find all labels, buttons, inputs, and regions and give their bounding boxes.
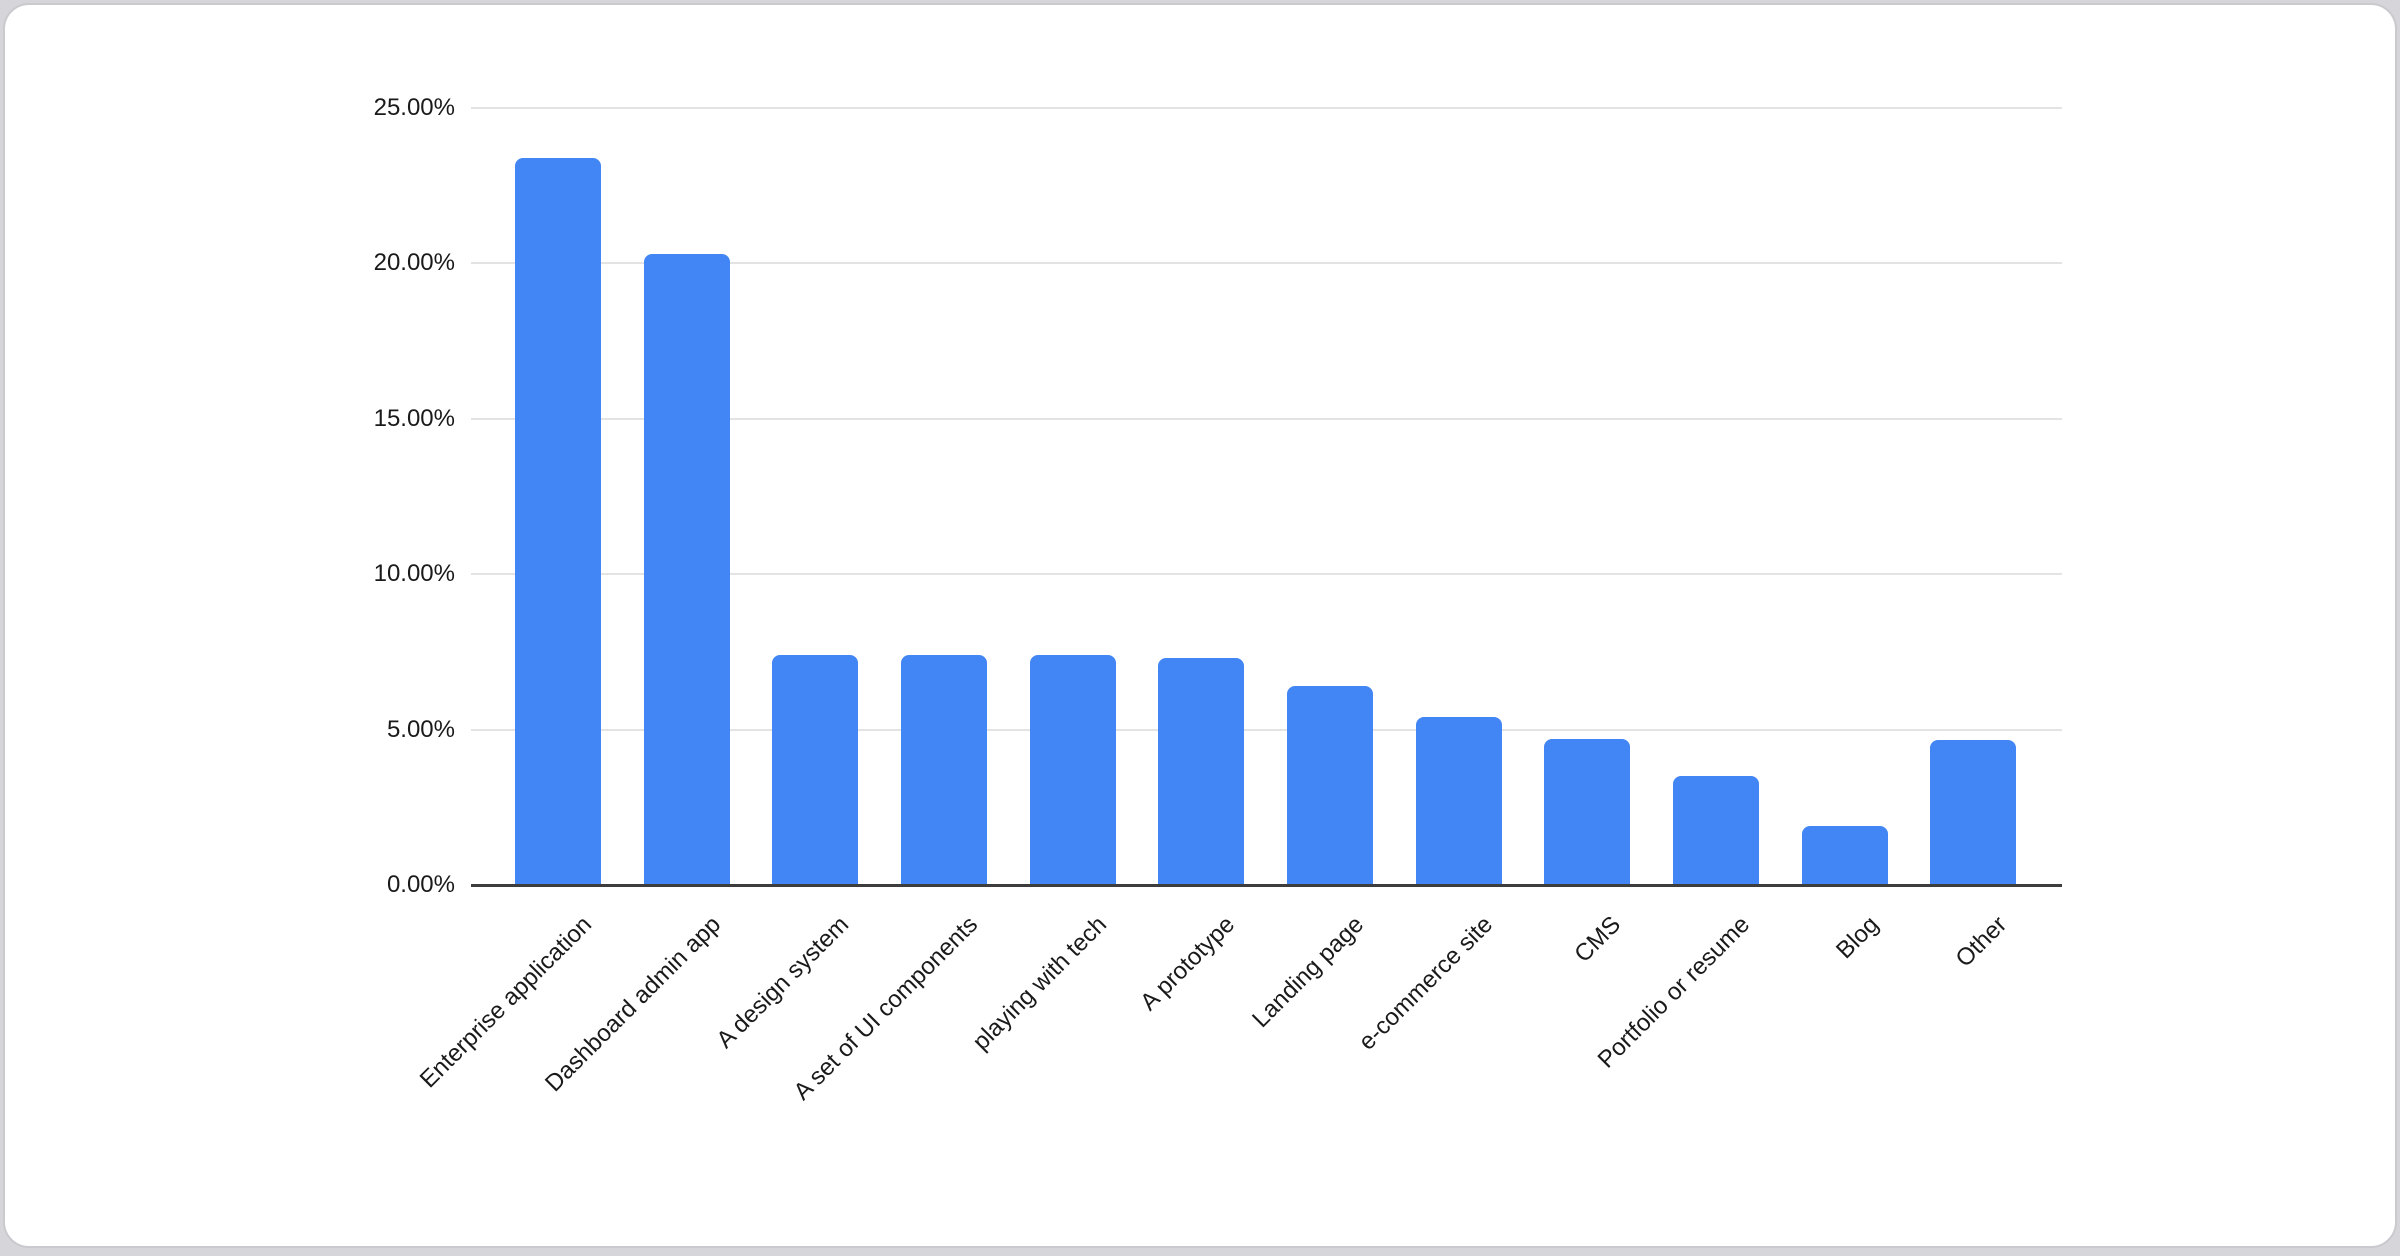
x-axis-category-label: Other xyxy=(1950,911,2013,973)
bar-a-set-of-ui-components xyxy=(901,655,987,885)
bar-chart: 0.00% 5.00% 10.00% 15.00% 20.00% 25.00% Enterp… xyxy=(5,5,2395,1246)
bar-a-prototype xyxy=(1158,658,1244,885)
y-axis-tick-label: 25.00% xyxy=(373,94,455,121)
bar-a-design-system xyxy=(772,655,858,885)
bar-cms xyxy=(1544,739,1630,885)
bar-enterprise-application xyxy=(515,158,601,885)
bar-landing-page xyxy=(1287,686,1373,885)
y-axis-tick-label: 5.00% xyxy=(386,715,455,743)
x-axis-category-label: CMS xyxy=(1569,911,1627,968)
y-gridline xyxy=(471,573,2062,576)
chart-card: 0.00% 5.00% 10.00% 15.00% 20.00% 25.00% Enterp… xyxy=(3,3,2397,1248)
y-axis-tick-label: 20.00% xyxy=(373,249,455,277)
y-gridline xyxy=(471,107,2062,109)
bar-portfolio-or-resume xyxy=(1673,776,1759,885)
y-gridline xyxy=(471,262,2062,265)
bar-playing-with-tech xyxy=(1030,655,1116,885)
x-axis-category-label: A prototype xyxy=(1135,911,1241,1016)
x-axis-category-label: Landing page xyxy=(1247,911,1369,1033)
y-axis-tick-label: 0.00% xyxy=(386,871,455,898)
bar-e-commerce-site xyxy=(1416,717,1502,885)
y-gridline xyxy=(471,417,2062,420)
y-gridline xyxy=(471,728,2062,731)
x-axis-line xyxy=(471,884,2062,887)
y-axis-tick-label: 15.00% xyxy=(373,404,455,432)
y-axis-tick-label: 10.00% xyxy=(373,560,455,588)
x-axis-category-label: playing with tech xyxy=(967,911,1112,1056)
x-axis-category-label: A design system xyxy=(711,911,855,1054)
bar-other xyxy=(1930,740,2016,885)
x-axis-category-label: e-commerce site xyxy=(1353,911,1498,1056)
bar-blog xyxy=(1802,826,1888,885)
x-axis-category-label: Blog xyxy=(1830,911,1884,965)
bar-dashboard-admin-app xyxy=(644,254,730,885)
